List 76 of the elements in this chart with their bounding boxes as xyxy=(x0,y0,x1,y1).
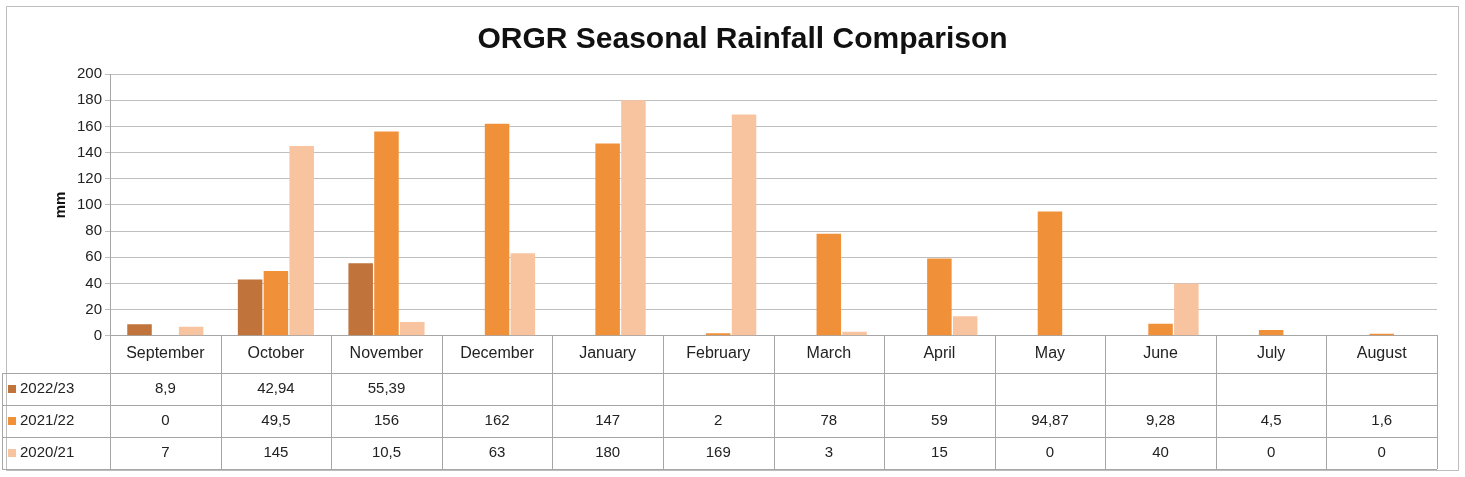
bar xyxy=(927,258,952,336)
y-tick-label: 100 xyxy=(77,195,103,213)
data-label: 4,5 xyxy=(1260,411,1282,429)
data-label: 63 xyxy=(488,443,506,461)
bar xyxy=(127,324,152,336)
data-label: 145 xyxy=(263,443,289,461)
x-tick-label: February xyxy=(686,343,751,361)
bar xyxy=(484,123,510,336)
data-label: 2 xyxy=(714,411,723,429)
data-label: 147 xyxy=(595,411,621,429)
data-label: 7 xyxy=(161,443,170,461)
bar xyxy=(289,146,314,336)
bar xyxy=(1174,283,1199,336)
y-tick-label: 0 xyxy=(93,325,103,343)
bar xyxy=(621,100,646,336)
data-label: 169 xyxy=(705,443,731,461)
data-label: 0 xyxy=(161,411,170,429)
legend-label: 2020/21 xyxy=(20,443,75,461)
bar xyxy=(263,271,289,336)
data-label: 78 xyxy=(820,411,838,429)
data-label: 1,6 xyxy=(1371,411,1393,429)
bar xyxy=(400,322,425,336)
data-label: 40 xyxy=(1152,443,1169,461)
x-tick-label: November xyxy=(349,343,425,361)
data-label: 10,5 xyxy=(371,443,402,461)
data-label: 15 xyxy=(931,443,948,461)
bar xyxy=(595,143,620,336)
data-label: 55,39 xyxy=(367,379,406,397)
x-tick-label: December xyxy=(460,343,535,361)
y-tick-label: 60 xyxy=(85,247,103,265)
data-label: 180 xyxy=(595,443,621,461)
bar xyxy=(816,233,842,336)
x-tick-label: October xyxy=(247,343,306,361)
bar xyxy=(952,316,978,336)
data-label: 42,94 xyxy=(257,379,295,397)
data-label: 3 xyxy=(824,443,833,461)
bar xyxy=(1258,329,1284,336)
data-label: 49,5 xyxy=(261,411,291,429)
data-label: 0 xyxy=(1266,443,1276,461)
y-tick-label: 140 xyxy=(77,142,103,160)
legend-label: 2021/22 xyxy=(20,411,75,429)
data-label: 0 xyxy=(1377,443,1386,461)
data-label: 9,28 xyxy=(1145,411,1176,429)
bar xyxy=(178,326,204,336)
bar xyxy=(237,279,263,336)
x-tick-label: January xyxy=(579,343,637,361)
y-tick-label: 200 xyxy=(77,64,103,82)
x-tick-label: May xyxy=(1034,343,1066,361)
x-tick-label: July xyxy=(1256,343,1286,361)
y-tick-label: 120 xyxy=(77,168,103,186)
y-tick-label: 180 xyxy=(77,90,103,108)
data-label: 162 xyxy=(484,411,510,429)
y-tick-label: 80 xyxy=(85,221,103,239)
bar xyxy=(374,131,399,336)
y-axis-title: mm xyxy=(51,191,69,219)
legend-label: 2022/23 xyxy=(20,379,75,397)
bar xyxy=(731,114,757,336)
bar xyxy=(1148,323,1173,336)
bar xyxy=(705,333,731,336)
data-label: 0 xyxy=(1045,443,1055,461)
data-label: 59 xyxy=(931,411,948,429)
x-tick-label: March xyxy=(806,343,852,361)
y-tick-label: 160 xyxy=(77,116,103,134)
x-tick-label: September xyxy=(126,343,206,361)
data-label: 94,87 xyxy=(1031,411,1069,429)
y-tick-label: 40 xyxy=(85,273,103,291)
x-tick-label: April xyxy=(923,343,956,361)
data-label: 156 xyxy=(373,411,399,429)
data-label: 8,9 xyxy=(154,379,176,397)
bar xyxy=(510,253,536,336)
bar xyxy=(348,263,373,336)
x-tick-label: June xyxy=(1143,343,1178,361)
bar xyxy=(1037,211,1063,336)
x-tick-label: August xyxy=(1356,343,1408,361)
chart-title: ORGR Seasonal Rainfall Comparison xyxy=(477,21,1008,55)
y-tick-label: 20 xyxy=(85,299,103,317)
